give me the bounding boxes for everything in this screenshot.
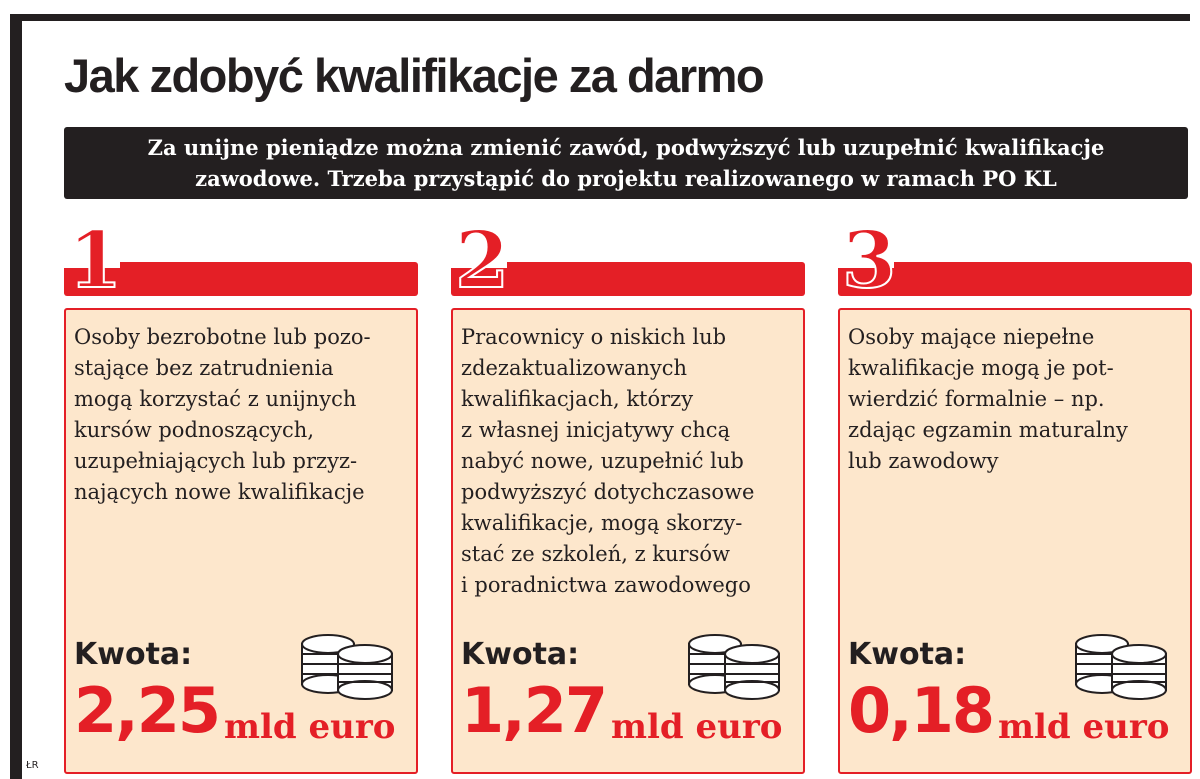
subtitle-line-1: Za unijne pieniądze można zmienić zawód,… bbox=[147, 135, 1105, 160]
card-panel: Osoby bezrobotne lub pozo- stające bez z… bbox=[64, 308, 418, 774]
card-2: 2 Pracownicy o niskich lub zdezaktualizo… bbox=[451, 215, 805, 774]
card-number-backdrop bbox=[451, 228, 507, 268]
card-1: 1 Osoby bezrobotne lub pozo- stające bez… bbox=[64, 215, 418, 774]
card-number: 1 bbox=[67, 215, 123, 306]
card-number-backdrop bbox=[64, 228, 120, 268]
amount-value: 0,18 bbox=[848, 674, 995, 747]
amount-value: 1,27 bbox=[461, 674, 608, 747]
card-panel: Osoby mające niepełne kwalifikacje mogą … bbox=[838, 308, 1192, 774]
card-number: 3 bbox=[841, 215, 897, 306]
page-title: Jak zdobyć kwalifikacje za darmo bbox=[64, 49, 765, 102]
card-description: Osoby mające niepełne kwalifikacje mogą … bbox=[848, 325, 1128, 473]
author-credit: ŁR bbox=[26, 760, 39, 771]
subtitle-banner: Za unijne pieniądze można zmienić zawód,… bbox=[64, 127, 1188, 199]
coins-icon bbox=[301, 634, 393, 700]
card-number-backdrop bbox=[838, 228, 894, 268]
card-number-bar bbox=[451, 262, 805, 296]
card-number: 2 bbox=[454, 215, 510, 306]
amount-label: Kwota: bbox=[74, 637, 193, 672]
coins-icon bbox=[688, 634, 780, 700]
amount-value: 2,25 bbox=[74, 674, 221, 747]
card-panel: Pracownicy o niskich lub zdezaktualizowa… bbox=[451, 308, 805, 774]
frame-corner-accent bbox=[10, 14, 22, 86]
amount-label: Kwota: bbox=[848, 637, 967, 672]
amount-label: Kwota: bbox=[461, 637, 580, 672]
coins-icon bbox=[1075, 634, 1167, 700]
card-number-bar bbox=[838, 262, 1192, 296]
amount-unit: mld euro bbox=[611, 707, 783, 747]
card-number-bar bbox=[64, 262, 418, 296]
card-3: 3 Osoby mające niepełne kwalifikacje mog… bbox=[838, 215, 1192, 774]
frame-top-rule bbox=[10, 14, 1190, 21]
amount-unit: mld euro bbox=[998, 707, 1170, 747]
card-description: Osoby bezrobotne lub pozo- stające bez z… bbox=[74, 325, 371, 504]
card-description: Pracownicy o niskich lub zdezaktualizowa… bbox=[461, 325, 755, 597]
frame-left-rule bbox=[10, 14, 22, 779]
subtitle-line-2: zawodowe. Trzeba przystąpić do projektu … bbox=[195, 166, 1057, 191]
amount-unit: mld euro bbox=[224, 707, 396, 747]
